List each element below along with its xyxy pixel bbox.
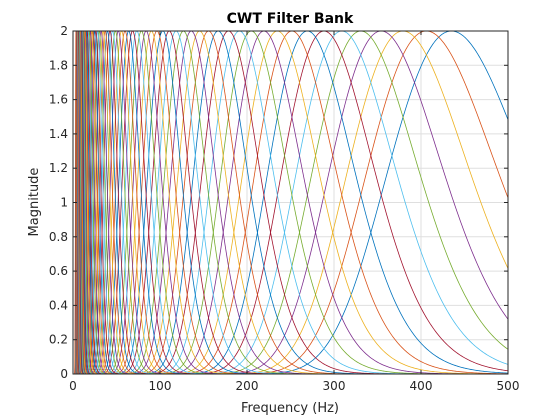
axis-ticks: 0 100 200 300 400 500 0 0.2 0.4 0.6 0.8 1 1.2 1.4 1.6 1… <box>49 24 520 393</box>
y-tick-label: 0.4 <box>49 298 68 312</box>
filter-curve <box>250 31 508 374</box>
filter-curve <box>74 31 80 374</box>
filter-curve <box>82 31 119 374</box>
y-tick-label: 0.2 <box>49 333 68 347</box>
x-tick-label: 0 <box>69 379 77 393</box>
filter-curve <box>128 31 325 374</box>
filter-curve <box>99 31 192 374</box>
y-tick-label: 0 <box>60 367 68 381</box>
filter-curve <box>190 31 508 374</box>
y-axis-label: Magnitude <box>27 168 42 237</box>
filter-curve <box>87 31 138 374</box>
filter-curve <box>217 31 508 374</box>
y-tick-label: 0.8 <box>49 230 68 244</box>
filter-curves <box>74 31 508 374</box>
chart-title: CWT Filter Bank <box>227 11 354 27</box>
y-tick-label: 1.8 <box>49 58 68 72</box>
y-tick-label: 0.6 <box>49 264 68 278</box>
filter-curve <box>90 31 152 374</box>
filter-curve <box>92 31 164 374</box>
filter-curve <box>100 31 200 374</box>
filter-curve <box>102 31 209 374</box>
x-tick-label: 200 <box>236 379 259 393</box>
filter-curve <box>115 31 265 374</box>
filter-curve <box>168 31 508 374</box>
y-tick-label: 2 <box>60 24 68 38</box>
y-tick-label: 1.2 <box>49 161 68 175</box>
x-tick-label: 500 <box>497 379 520 393</box>
filter-curve <box>124 31 309 374</box>
filter-curve <box>94 31 170 374</box>
filter-curve <box>199 31 508 374</box>
filter-curve <box>97 31 184 374</box>
x-tick-label: 300 <box>323 379 346 393</box>
filter-curve <box>175 31 508 374</box>
filter-curve <box>183 31 508 374</box>
filter-curve <box>88 31 142 374</box>
filter-curve <box>121 31 293 374</box>
filter-curve <box>85 31 129 374</box>
filter-curve <box>136 31 362 374</box>
filter-curve <box>162 31 480 374</box>
filter-curve <box>109 31 240 374</box>
filter-curve <box>91 31 158 374</box>
filter-curve <box>151 31 428 374</box>
y-tick-label: 1.4 <box>49 127 68 141</box>
filter-curve <box>132 31 343 374</box>
filter-curve <box>107 31 229 374</box>
x-axis-label: Frequency (Hz) <box>241 401 339 416</box>
filter-curve <box>141 31 383 374</box>
filter-curve <box>156 31 453 374</box>
filter-curve <box>82 31 116 374</box>
filter-curve <box>86 31 133 374</box>
filter-curve <box>118 31 278 374</box>
filter-curve <box>238 31 508 374</box>
y-tick-label: 1.6 <box>49 93 68 107</box>
filter-curve <box>112 31 252 374</box>
filter-curve <box>89 31 147 374</box>
filter-curve <box>145 31 405 374</box>
filter-curve <box>227 31 508 374</box>
filter-curve <box>95 31 177 374</box>
x-tick-label: 400 <box>410 379 433 393</box>
filter-curve <box>83 31 122 374</box>
x-tick-label: 100 <box>149 379 172 393</box>
filter-curve <box>105 31 219 374</box>
y-tick-label: 1 <box>60 196 68 210</box>
filter-curve <box>84 31 126 374</box>
